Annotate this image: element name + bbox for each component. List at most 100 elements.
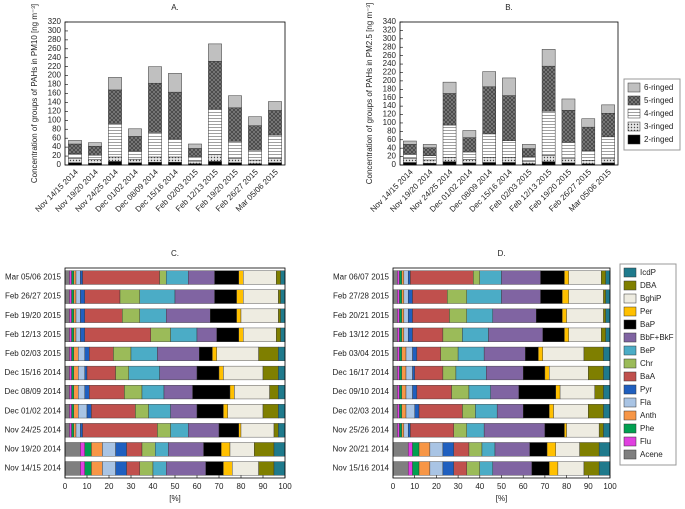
bar-segment xyxy=(80,308,86,323)
bar-segment xyxy=(115,461,127,476)
y-tick-label: 280 xyxy=(383,42,397,51)
bar-segment xyxy=(462,404,476,419)
bar-segment xyxy=(68,140,82,145)
bar-segment xyxy=(229,385,235,400)
chart-title: C. xyxy=(171,249,179,258)
bar-segment xyxy=(91,442,103,457)
plot-frame xyxy=(399,21,619,166)
bar-segment xyxy=(248,125,262,151)
bar-segment xyxy=(605,308,611,323)
bar-segment xyxy=(148,156,162,163)
bar-segment xyxy=(248,116,262,126)
bar-segment xyxy=(468,385,491,400)
bar-segment xyxy=(416,346,441,361)
bar-segment xyxy=(401,385,407,400)
bar-segment xyxy=(453,461,467,476)
bar-segment xyxy=(603,289,606,304)
bar-segment xyxy=(392,385,398,400)
bar-segment xyxy=(403,308,409,323)
bar-segment xyxy=(73,327,77,342)
bar-segment xyxy=(502,140,516,158)
bar-segment xyxy=(561,158,576,164)
legend-label: 2-ringed xyxy=(644,135,673,144)
bar-segment xyxy=(268,134,282,159)
bar-segment xyxy=(564,423,567,438)
bar-segment xyxy=(278,404,286,419)
x-tick-label: 90 xyxy=(584,482,593,491)
bar-segment xyxy=(165,461,206,476)
bar-segment xyxy=(196,404,224,419)
bar-segment xyxy=(228,141,242,159)
bar-segment xyxy=(91,404,136,419)
bar-segment xyxy=(86,365,116,381)
bar-segment xyxy=(71,423,74,438)
bar-segment xyxy=(502,157,516,163)
bar-segment xyxy=(581,150,596,161)
bar-segment xyxy=(546,442,556,457)
bar-segment xyxy=(113,346,132,361)
bar-segment xyxy=(588,404,604,419)
bar-segment xyxy=(141,442,156,457)
x-tick-label: 80 xyxy=(237,482,246,491)
x-tick-label: 20 xyxy=(105,482,114,491)
bar-segment xyxy=(223,461,233,476)
bar-segment xyxy=(605,327,611,342)
y-tick-label: Feb 02/03 2015 xyxy=(5,349,62,358)
x-tick-label: 20 xyxy=(432,482,441,491)
bar-segment xyxy=(466,461,480,476)
bar-segment xyxy=(451,385,470,400)
y-tick-label: Dec 08/09 2014 xyxy=(5,387,62,396)
legend-label: BaA xyxy=(640,372,656,381)
legend-label: DBA xyxy=(640,281,657,290)
legend-swatch xyxy=(623,280,637,291)
plot-frame xyxy=(64,267,286,479)
y-tick-label: 80 xyxy=(52,124,61,133)
bar-segment xyxy=(115,365,129,381)
bar-segment xyxy=(603,308,606,323)
bar-segment xyxy=(442,157,457,162)
bar-segment xyxy=(91,461,103,476)
legend-label: 6-ringed xyxy=(644,83,673,92)
bar-segment xyxy=(483,346,526,361)
bar-segment xyxy=(410,270,474,285)
bar-segment xyxy=(73,346,79,361)
bar-segment xyxy=(605,289,611,304)
bar-segment xyxy=(188,160,202,164)
x-tick-label: 50 xyxy=(497,482,506,491)
bar-segment xyxy=(68,153,82,159)
bar-segment xyxy=(157,423,171,438)
bar-segment xyxy=(280,308,286,323)
bar-segment xyxy=(69,365,72,381)
bar-segment xyxy=(64,346,70,361)
bar-segment xyxy=(598,423,604,438)
y-tick-label: 240 xyxy=(48,53,62,62)
bar-segment xyxy=(457,346,485,361)
y-tick-label: 100 xyxy=(383,118,397,127)
bar-segment xyxy=(407,461,413,476)
bar-segment xyxy=(188,143,202,149)
y-tick-label: 40 xyxy=(52,142,61,151)
bar-segment xyxy=(486,365,524,381)
bar-segment xyxy=(449,308,467,323)
bar-segment xyxy=(568,289,604,304)
bar-segment xyxy=(401,404,407,419)
bar-segment xyxy=(148,132,162,158)
legend-swatch xyxy=(623,436,637,447)
bar-segment xyxy=(564,327,569,342)
bar-segment xyxy=(139,461,154,476)
bar-segment xyxy=(64,442,81,457)
bar-segment xyxy=(414,365,444,381)
bar-segment xyxy=(490,385,520,400)
x-tick-label: 10 xyxy=(83,482,92,491)
bar-segment xyxy=(502,95,516,141)
bar-segment xyxy=(229,442,255,457)
x-tick-label: 60 xyxy=(519,482,528,491)
bar-segment xyxy=(583,346,604,361)
chart-title: D. xyxy=(498,249,506,258)
bar-segment xyxy=(124,385,143,400)
bar-segment xyxy=(174,289,215,304)
bar-segment xyxy=(405,346,413,361)
bar-segment xyxy=(566,423,600,438)
bar-segment xyxy=(187,270,215,285)
y-tick-label: 120 xyxy=(383,110,397,119)
